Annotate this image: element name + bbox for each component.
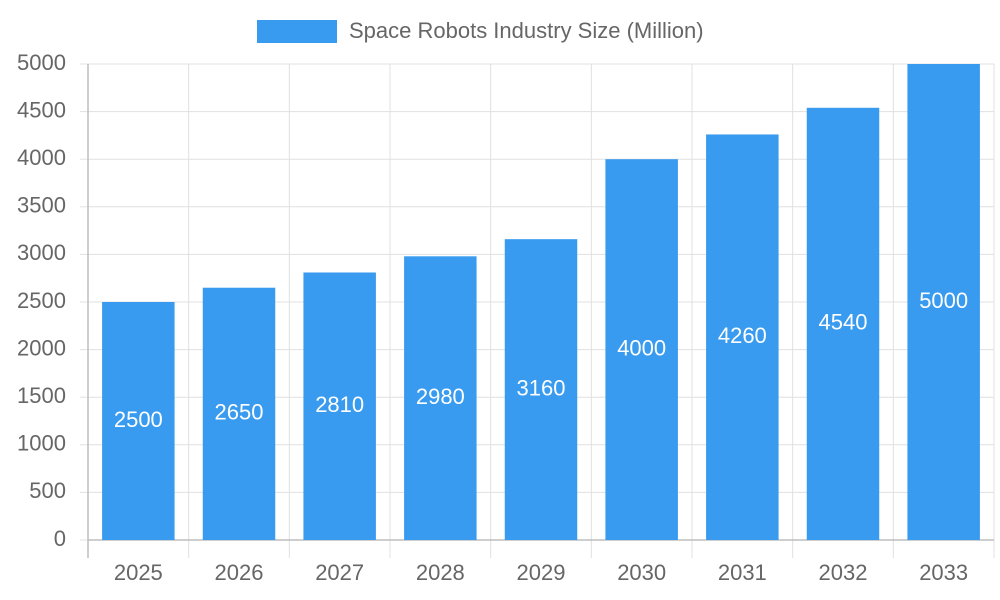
y-tick-label: 0: [54, 526, 66, 551]
bar: [404, 256, 477, 540]
y-tick-label: 4000: [17, 145, 66, 170]
y-tick-label: 5000: [17, 50, 66, 75]
data-label: 3160: [517, 375, 566, 400]
x-tick-label: 2033: [919, 560, 968, 585]
x-tick-label: 2031: [718, 560, 767, 585]
x-tick-label: 2029: [517, 560, 566, 585]
data-label: 2980: [416, 384, 465, 409]
bar: [806, 107, 880, 541]
bar: [605, 159, 678, 540]
y-tick-label: 4500: [17, 97, 66, 122]
data-label: 4000: [617, 335, 666, 360]
data-label: 4540: [819, 310, 868, 335]
bar: [706, 134, 779, 540]
data-label: 4260: [718, 323, 767, 348]
legend-swatch: [257, 20, 337, 43]
bar: [504, 239, 578, 540]
y-tick-label: 3500: [17, 193, 66, 218]
data-label: 2650: [215, 400, 264, 425]
bar: [202, 287, 276, 540]
legend-label: Space Robots Industry Size (Million): [349, 18, 704, 43]
y-tick-label: 3000: [17, 240, 66, 265]
x-tick-label: 2026: [215, 560, 264, 585]
data-label: 5000: [919, 288, 968, 313]
y-tick-label: 1500: [17, 383, 66, 408]
data-label: 2500: [114, 407, 163, 432]
y-tick-label: 1000: [17, 431, 66, 456]
x-tick-label: 2032: [819, 560, 868, 585]
data-label: 2810: [315, 392, 364, 417]
y-tick-label: 500: [29, 478, 66, 503]
x-tick-label: 2030: [617, 560, 666, 585]
x-tick-label: 2027: [315, 560, 364, 585]
x-tick-label: 2028: [416, 560, 465, 585]
x-tick-label: 2025: [114, 560, 163, 585]
y-tick-label: 2500: [17, 288, 66, 313]
bar: [102, 302, 175, 540]
bar: [303, 272, 376, 540]
bar: [907, 64, 980, 540]
y-tick-label: 2000: [17, 335, 66, 360]
